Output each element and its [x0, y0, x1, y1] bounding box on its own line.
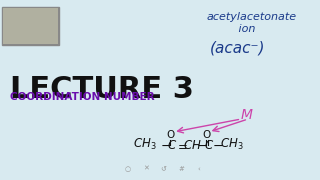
Text: O: O — [166, 130, 174, 140]
Text: $C$: $C$ — [204, 139, 214, 152]
Text: LECTURE 3: LECTURE 3 — [10, 75, 194, 104]
Text: O: O — [203, 130, 211, 140]
Text: #: # — [178, 166, 184, 172]
Text: $-$: $-$ — [196, 139, 208, 152]
Text: ○: ○ — [125, 166, 131, 172]
Text: M: M — [240, 108, 252, 122]
Bar — [2, 7, 59, 45]
Text: $C$: $C$ — [167, 139, 178, 152]
Text: $CH_3$: $CH_3$ — [220, 137, 243, 152]
Text: $-$: $-$ — [212, 139, 223, 152]
Text: COORDINATION NUMBER: COORDINATION NUMBER — [10, 92, 155, 102]
Text: ‹: ‹ — [197, 166, 200, 172]
Text: $=$: $=$ — [175, 139, 188, 152]
Text: $CH$: $CH$ — [183, 139, 202, 152]
Text: ↺: ↺ — [161, 166, 166, 172]
Text: acetylacetonate
         ion: acetylacetonate ion — [207, 12, 297, 34]
Text: $-$: $-$ — [160, 139, 171, 152]
Text: ✕: ✕ — [143, 166, 149, 172]
Text: (acac⁻): (acac⁻) — [210, 40, 265, 55]
Text: $CH_3$: $CH_3$ — [133, 137, 156, 152]
Bar — [3, 8, 58, 44]
